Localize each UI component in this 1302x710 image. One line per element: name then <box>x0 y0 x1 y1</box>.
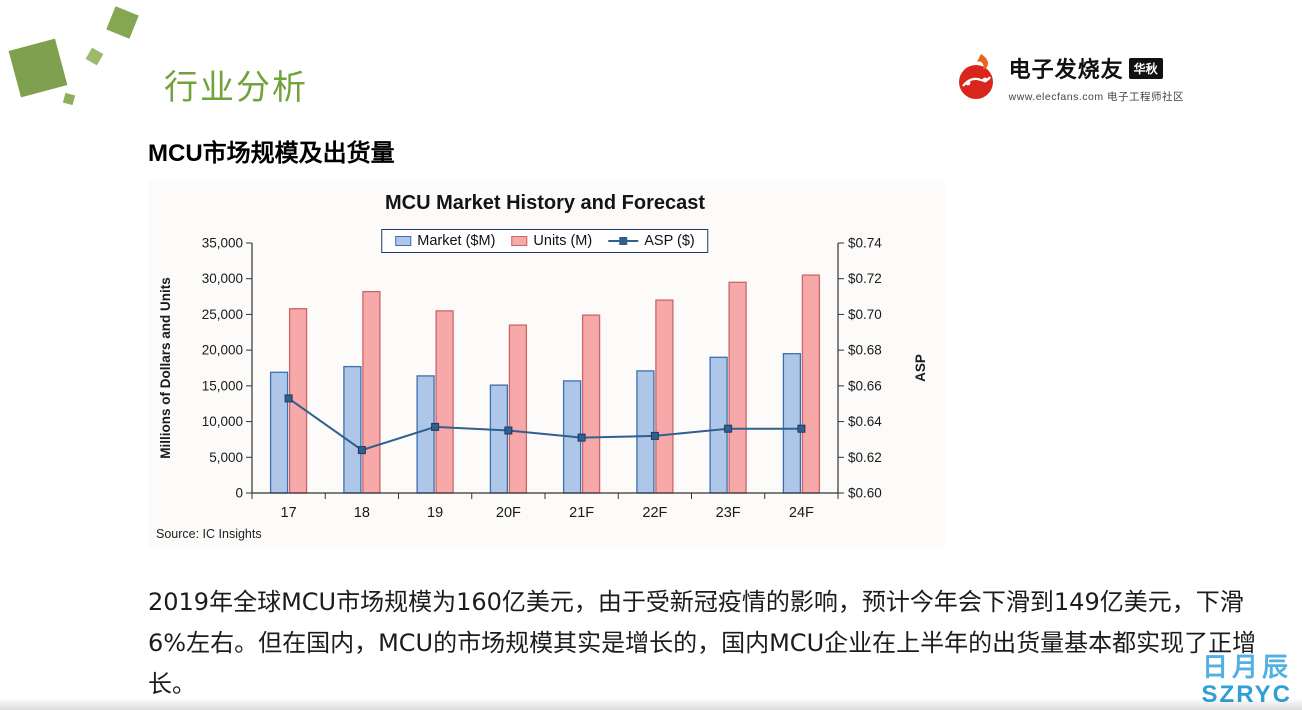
chart-svg: 0 5,000 10,000 15,000 20,000 25,000 30,000 35,0… <box>158 236 928 522</box>
svg-text:15,000: 15,000 <box>202 378 243 393</box>
svg-text:20F: 20F <box>496 505 521 521</box>
legend-label-market: Market ($M) <box>417 233 496 249</box>
page-title: 行业分析 <box>164 69 308 107</box>
market-swatch-icon <box>395 236 412 246</box>
svg-text:19: 19 <box>427 505 443 521</box>
units-swatch-icon <box>511 236 528 246</box>
svg-text:0: 0 <box>235 486 243 501</box>
chart-legend: Market ($M) Units (M) ASP ($) <box>381 229 709 253</box>
svg-text:10,000: 10,000 <box>202 414 243 429</box>
section-heading: MCU市场规模及出货量 <box>148 140 395 167</box>
brand-tagline: www.elecfans.com 电子工程师社区 <box>1008 91 1184 103</box>
svg-text:21F: 21F <box>569 505 594 521</box>
body-paragraph: 2019年全球MCU市场规模为160亿美元，由于受新冠疫情的影响，预计今年会下滑… <box>148 588 1257 698</box>
svg-text:35,000: 35,000 <box>202 236 243 251</box>
deco-square-small-2 <box>62 92 76 106</box>
svg-text:$0.74: $0.74 <box>848 236 882 251</box>
watermark: 日月辰 SZRYC <box>1202 653 1292 708</box>
svg-text:25,000: 25,000 <box>202 307 243 322</box>
watermark-line1: 日月辰 <box>1201 652 1292 683</box>
svg-text:$0.70: $0.70 <box>848 307 882 322</box>
deco-square-large <box>8 38 68 98</box>
watermark-line2: SZRYC <box>1201 680 1292 708</box>
legend-label-asp: ASP ($) <box>644 233 695 249</box>
chart-plot-area: 0 5,000 10,000 15,000 20,000 25,000 30,000 35,0… <box>148 180 945 547</box>
brand-name: 电子发烧友 <box>1008 57 1124 82</box>
corner-decoration <box>0 0 150 120</box>
svg-text:ASP: ASP <box>913 354 928 382</box>
svg-text:Millions of Dollars and Units: Millions of Dollars and Units <box>158 277 173 459</box>
deco-square-small-1 <box>85 47 104 66</box>
svg-text:30,000: 30,000 <box>202 271 243 286</box>
svg-text:5,000: 5,000 <box>209 450 243 465</box>
legend-item-market: Market ($M) <box>395 233 495 249</box>
svg-text:17: 17 <box>281 505 297 521</box>
svg-text:$0.62: $0.62 <box>848 450 882 465</box>
deco-square-medium <box>106 6 139 39</box>
legend-item-units: Units (M) <box>511 233 592 249</box>
svg-text:23F: 23F <box>716 505 741 521</box>
source-note: Source: IC Insights <box>156 527 262 541</box>
svg-text:22F: 22F <box>642 505 667 521</box>
mcu-market-chart: 0 5,000 10,000 15,000 20,000 25,000 30,000 35,0… <box>148 180 945 547</box>
bottom-shadow <box>0 698 1302 710</box>
svg-text:$0.68: $0.68 <box>848 343 882 358</box>
flame-icon <box>955 52 1001 107</box>
legend-item-asp: ASP ($) <box>608 233 695 249</box>
svg-text:20,000: 20,000 <box>202 343 243 358</box>
svg-text:$0.60: $0.60 <box>848 486 882 501</box>
chart-title: MCU Market History and Forecast <box>384 192 706 214</box>
brand-badge: 华秋 <box>1128 57 1163 79</box>
svg-text:$0.72: $0.72 <box>848 271 882 286</box>
svg-text:$0.64: $0.64 <box>848 414 882 429</box>
svg-text:24F: 24F <box>789 505 814 521</box>
asp-line-marker <box>619 237 628 245</box>
legend-label-units: Units (M) <box>533 233 593 249</box>
elecfans-logo: 电子发烧友 华秋 www.elecfans.com 电子工程师社区 <box>955 52 1184 107</box>
svg-text:$0.66: $0.66 <box>848 378 882 393</box>
asp-line-swatch-icon <box>608 236 639 246</box>
logo-text: 电子发烧友 华秋 www.elecfans.com 电子工程师社区 <box>1009 52 1184 104</box>
svg-text:18: 18 <box>354 505 370 521</box>
